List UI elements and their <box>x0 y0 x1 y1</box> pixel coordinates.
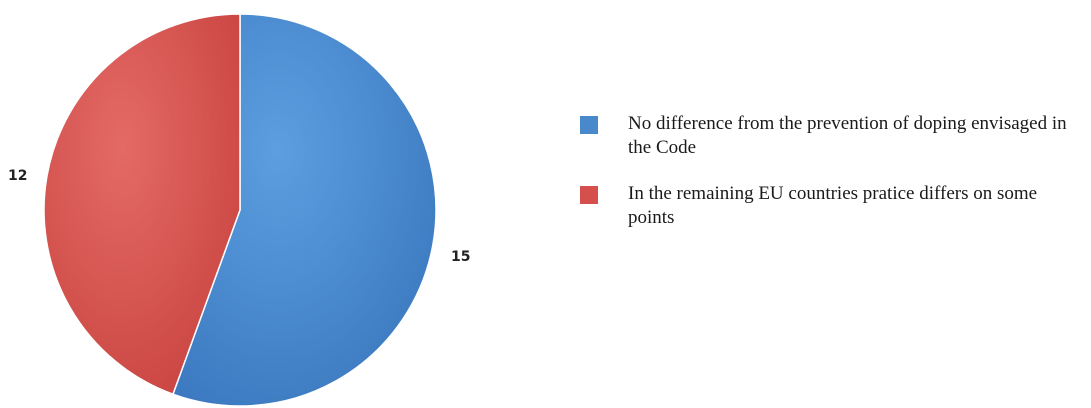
pie-slices <box>43 13 437 407</box>
legend-item-differs: In the remaining EU countries pratice di… <box>580 182 1080 230</box>
legend-item-no-difference: No difference from the prevention of dop… <box>580 112 1080 160</box>
legend: No difference from the prevention of dop… <box>580 112 1080 252</box>
pie-slice-12 <box>43 13 241 396</box>
data-label-12: 12 <box>8 168 27 184</box>
pie-slice-15 <box>172 13 437 407</box>
legend-label-no-difference: No difference from the prevention of dop… <box>628 113 1067 158</box>
legend-label-differs: In the remaining EU countries pratice di… <box>628 183 1038 228</box>
legend-swatch-blue <box>580 116 598 134</box>
legend-swatch-red <box>580 186 598 204</box>
data-label-15: 15 <box>451 249 470 265</box>
